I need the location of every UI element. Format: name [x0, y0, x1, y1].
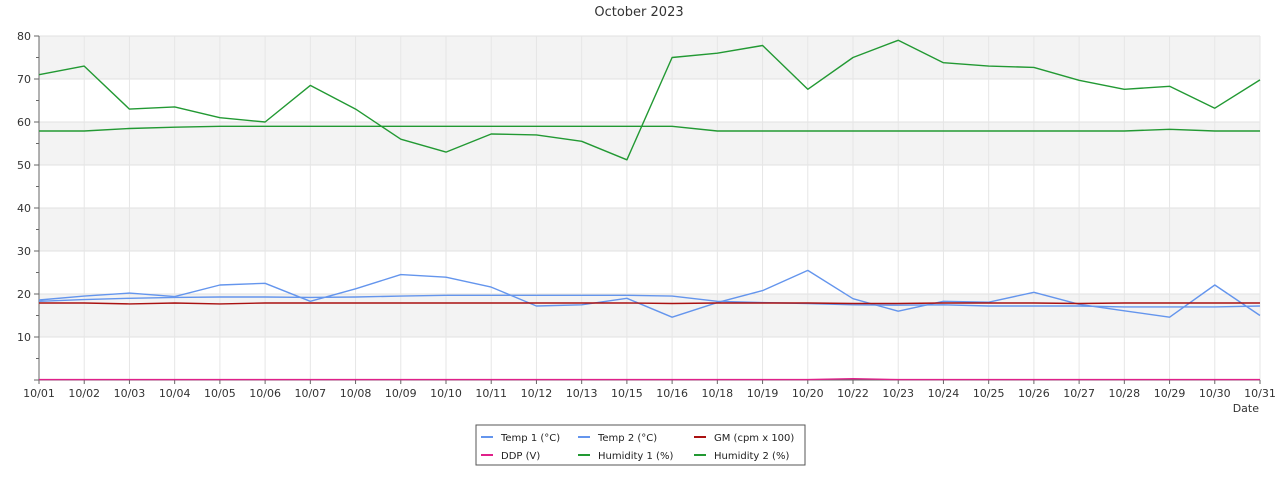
- legend-label: DDP (V): [501, 451, 540, 462]
- y-tick-label: 30: [17, 245, 31, 258]
- legend-label: Humidity 1 (%): [598, 451, 673, 462]
- x-tick-label: 10/08: [340, 387, 372, 400]
- x-tick-label: 10/22: [837, 387, 869, 400]
- series-line: [39, 378, 1260, 381]
- x-tick-label: 10/11: [475, 387, 507, 400]
- chart-title: October 2023: [594, 5, 683, 20]
- x-tick-label: 10/24: [928, 387, 960, 400]
- x-tick-label: 10/28: [1108, 387, 1140, 400]
- plot-band: [39, 36, 1260, 79]
- legend-label: GM (cpm x 100): [714, 433, 794, 444]
- x-tick-label: 10/29: [1154, 387, 1186, 400]
- x-tick-label: 10/25: [973, 387, 1005, 400]
- x-tick-label: 10/31: [1244, 387, 1276, 400]
- legend-label: Temp 1 (°C): [500, 433, 560, 444]
- x-tick-label: 10/27: [1063, 387, 1095, 400]
- x-tick-label: 10/03: [114, 387, 146, 400]
- y-tick-label: 20: [17, 288, 31, 301]
- y-tick-label: 40: [17, 202, 31, 215]
- legend-label: Humidity 2 (%): [714, 451, 789, 462]
- plot-band: [39, 294, 1260, 337]
- x-tick-label: 10/01: [23, 387, 55, 400]
- y-tick-label: 80: [17, 30, 31, 43]
- x-tick-label: 10/15: [611, 387, 643, 400]
- plot-band: [39, 208, 1260, 251]
- legend-label: Temp 2 (°C): [597, 433, 657, 444]
- x-tick-label: 10/20: [792, 387, 824, 400]
- x-tick-label: 10/10: [430, 387, 462, 400]
- series-line: [38, 269, 1261, 318]
- x-tick-label: 10/13: [566, 387, 598, 400]
- series-line: [38, 294, 1261, 308]
- plot-background: [39, 36, 1260, 337]
- y-tick-label: 50: [17, 159, 31, 172]
- grid: [38, 35, 1261, 380]
- series-line: [39, 302, 1260, 305]
- x-tick-label: 10/18: [701, 387, 733, 400]
- x-tick-label: 10/09: [385, 387, 417, 400]
- series-line: [39, 125, 1260, 132]
- x-tick-label: 10/26: [1018, 387, 1050, 400]
- series-line: [38, 39, 1261, 161]
- x-tick-label: 10/02: [68, 387, 100, 400]
- x-tick-label: 10/05: [204, 387, 236, 400]
- y-tick-label: 10: [17, 331, 31, 344]
- x-tick-label: 10/19: [747, 387, 779, 400]
- plot-band: [39, 122, 1260, 165]
- x-tick-label: 10/07: [294, 387, 326, 400]
- x-tick-label: 10/23: [882, 387, 914, 400]
- x-tick-label: 10/06: [249, 387, 281, 400]
- x-tick-label: 10/04: [159, 387, 191, 400]
- series-layer: [38, 39, 1261, 381]
- x-tick-label: 10/12: [521, 387, 553, 400]
- legend-box: [475, 424, 806, 466]
- y-tick-label: 70: [17, 73, 31, 86]
- x-axis-title: Date: [1233, 402, 1260, 415]
- y-tick-label: 60: [17, 116, 31, 129]
- x-tick-label: 10/30: [1199, 387, 1231, 400]
- x-tick-label: 10/16: [656, 387, 688, 400]
- legend: Temp 1 (°C) Temp 2 (°C) GM (cpm x 100) DDP …: [475, 424, 806, 466]
